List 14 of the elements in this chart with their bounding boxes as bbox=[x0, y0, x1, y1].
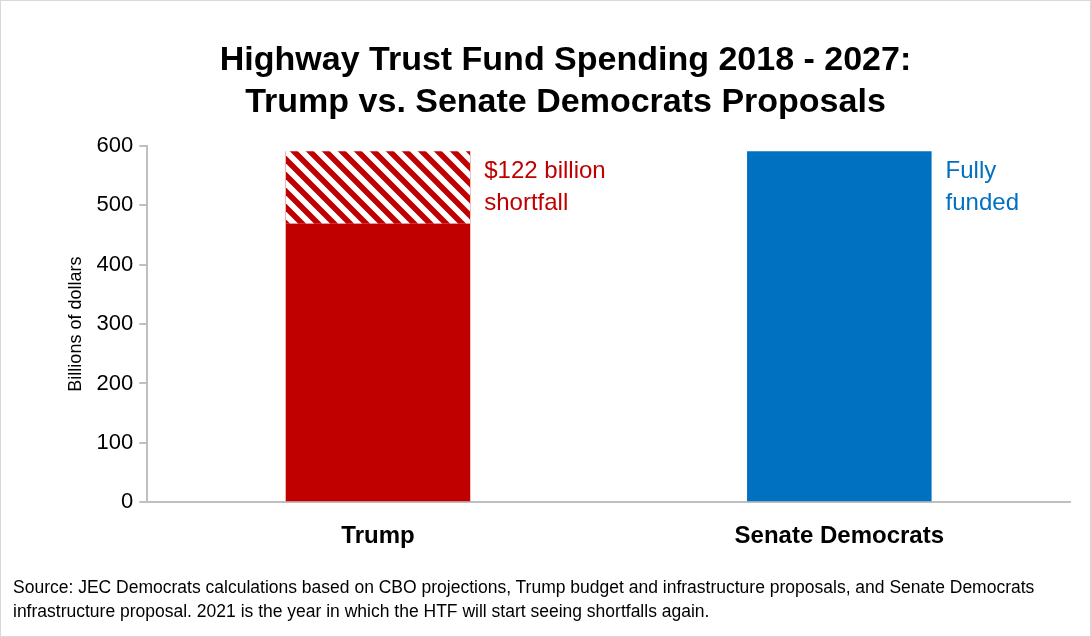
y-axis-title: Billions of dollars bbox=[64, 256, 85, 392]
y-tick-label: 600 bbox=[96, 132, 134, 158]
x-tick-label: Senate Democrats bbox=[734, 521, 945, 549]
x-tick-label: Trump bbox=[341, 521, 415, 549]
chart-title: Highway Trust Fund Spending 2018 - 2027: Trump vs. Senate Democrats Proposals bbox=[219, 38, 912, 120]
source-note: Source: JEC Democrats calculations based on CBO projections, Trump budget and infrastructure proposals, and Senate Democrats infrastructure proposal. 2021 is the year in which the HTF will start seeing shortfalls again. bbox=[13, 576, 1036, 623]
y-tick-label: 200 bbox=[96, 369, 134, 395]
y-tick-label: 300 bbox=[96, 310, 134, 336]
y-tick-label: 0 bbox=[121, 488, 134, 514]
y-tick-label: 400 bbox=[96, 250, 134, 276]
annotation: $122 billion shortfall bbox=[484, 155, 606, 215]
y-tick-label: 500 bbox=[96, 191, 134, 217]
y-tick-label: 100 bbox=[96, 428, 134, 454]
annotation: Fully funded bbox=[945, 155, 1019, 215]
